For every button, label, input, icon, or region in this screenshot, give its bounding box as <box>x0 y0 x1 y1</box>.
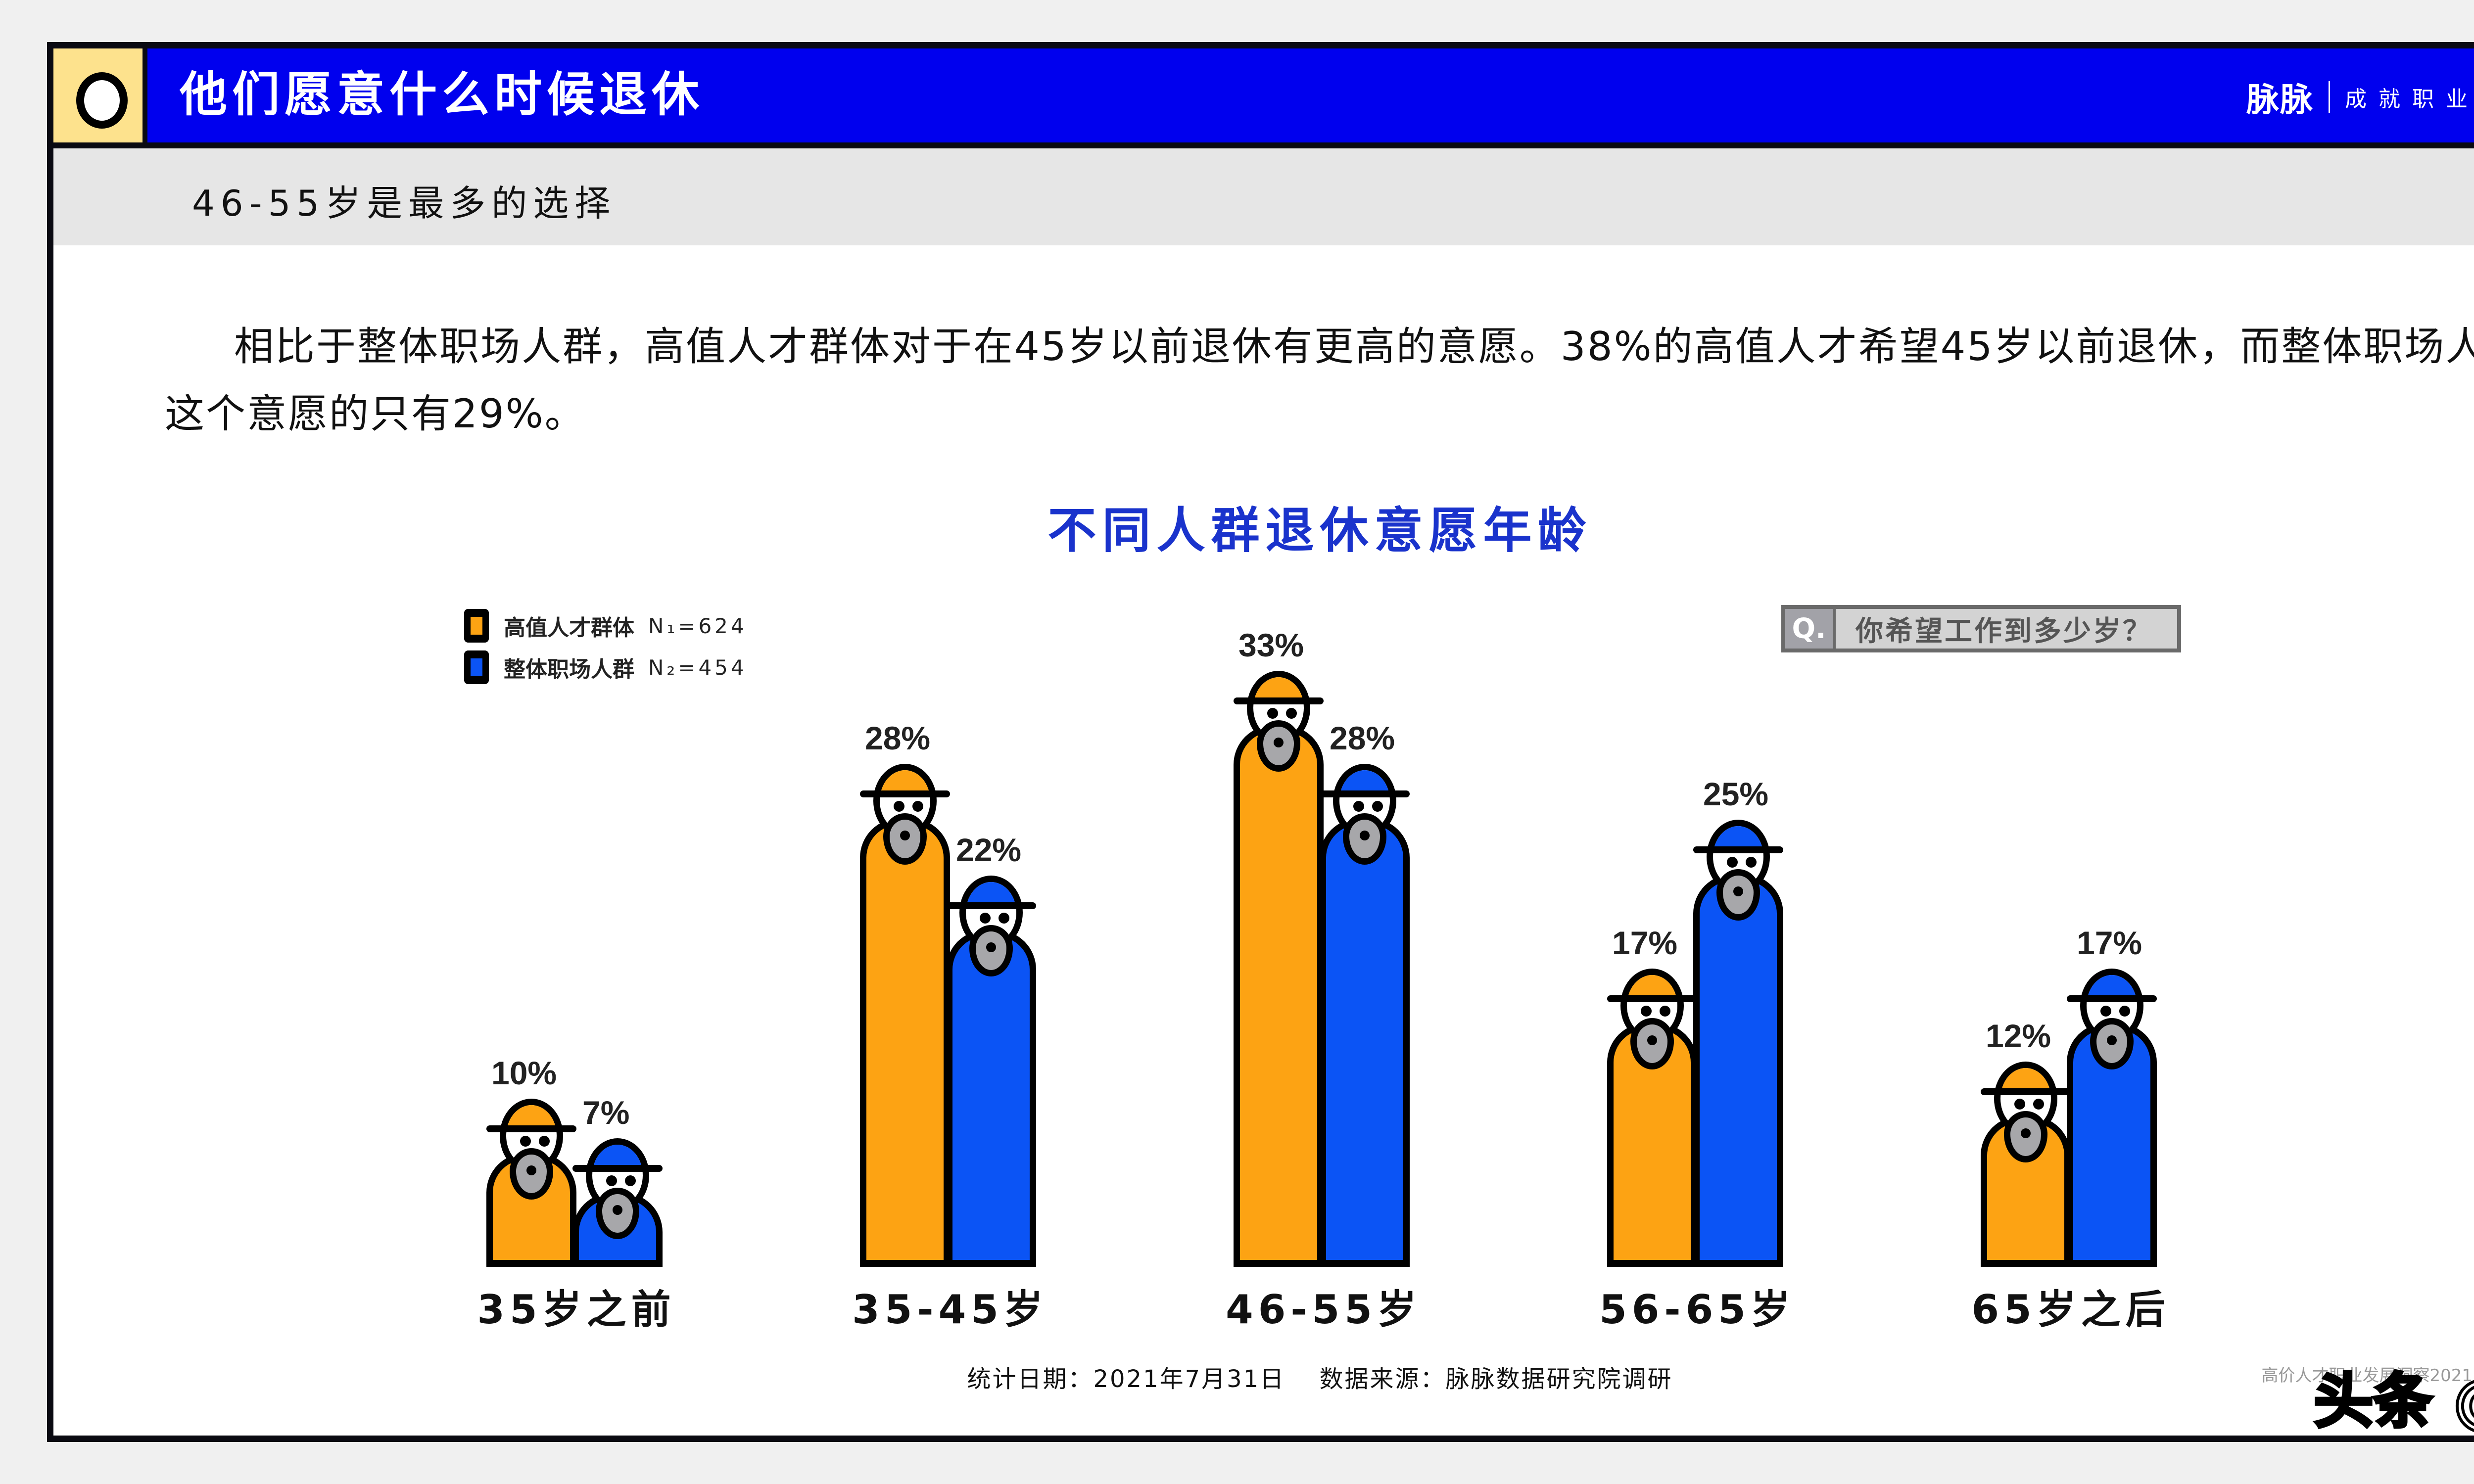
person-head-icon <box>1333 764 1396 838</box>
beard-icon <box>1630 1018 1674 1069</box>
slide-frame: 他们愿意什么时候退休 脉脉 成就职业梦想 46-55岁是最多的选择 相比于整体职… <box>47 42 2474 1442</box>
legend-swatch-blue <box>464 650 489 684</box>
legend-sample-size: N₁=624 <box>648 613 747 638</box>
hat-brim-icon <box>486 1125 576 1132</box>
hat-brim-icon <box>572 1165 663 1172</box>
legend-swatch-orange <box>464 609 489 643</box>
category-label: 56-65岁 <box>1599 1287 1795 1333</box>
value-label: 28% <box>865 720 931 757</box>
hat-brim-icon <box>860 790 950 798</box>
legend-label: 整体职场人群 <box>504 657 634 682</box>
bar-overall <box>946 856 1036 1267</box>
chart-title: 不同人群退休意愿年龄 <box>1047 503 1592 559</box>
bar-overall <box>1693 800 1783 1267</box>
legend-label: 高值人才群体 <box>504 615 634 641</box>
beard-icon <box>969 925 1013 976</box>
bar-high-value <box>486 1079 576 1267</box>
header-bar: 他们愿意什么时候退休 脉脉 成就职业梦想 <box>53 48 2474 148</box>
watermark: 头条 @侠说 <box>2312 1366 2474 1438</box>
hat-brim-icon <box>1234 697 1324 705</box>
beard-icon <box>510 1148 553 1200</box>
hat-brim-icon <box>946 902 1036 909</box>
bar-overall <box>2067 949 2157 1267</box>
value-label: 33% <box>1238 627 1304 664</box>
brand-name: 脉脉 <box>2246 81 2314 119</box>
bar-high-value <box>1981 1042 2071 1267</box>
subtitle-band: 46-55岁是最多的选择 <box>53 148 2474 245</box>
chart-legend: 高值人才群体 N₁=624 整体职场人群 N₂=454 <box>464 605 747 688</box>
category-label: 35-45岁 <box>852 1287 1048 1333</box>
footer-source: 统计日期：2021年7月31日 数据来源：脉脉数据研究院调研 <box>967 1365 1673 1393</box>
value-label: 12% <box>1986 1017 2051 1054</box>
page-title: 他们愿意什么时候退休 <box>180 67 704 122</box>
hat-brim-icon <box>1693 846 1783 853</box>
category-label: 65岁之后 <box>1971 1287 2170 1333</box>
question-tag: Q. <box>1785 609 1836 649</box>
hat-brim-icon <box>2067 995 2157 1002</box>
brand-slogan: 成就职业梦想 <box>2345 87 2474 112</box>
hat-brim-icon <box>1320 790 1410 798</box>
value-label: 7% <box>582 1094 630 1131</box>
summary-paragraph: 相比于整体职场人群，高值人才群体对于在45岁以前退休有更高的意愿。38%的高值人… <box>165 324 2474 437</box>
bar-overall <box>1320 744 1410 1267</box>
question-text: 你希望工作到多少岁？ <box>1856 615 2152 648</box>
brand-divider <box>2329 81 2330 113</box>
category-label: 35岁之前 <box>477 1287 676 1333</box>
value-label: 28% <box>1330 720 1395 757</box>
bar-overall <box>572 1118 663 1267</box>
legend-item-high-value: 高值人才群体 N₁=624 <box>464 605 747 647</box>
bar-high-value <box>1607 949 1697 1267</box>
legend-item-overall: 整体职场人群 N₂=454 <box>464 647 747 688</box>
hat-brim-icon <box>1607 995 1697 1002</box>
section-marker <box>53 48 147 142</box>
report-name: 高价人才职业发展洞察2021 <box>2261 1366 2473 1386</box>
subtitle: 46-55岁是最多的选择 <box>192 183 617 224</box>
value-label: 25% <box>1703 776 1769 812</box>
value-label: 17% <box>1612 924 1678 961</box>
category-label: 46-55岁 <box>1226 1287 1422 1333</box>
hat-brim-icon <box>1981 1088 2071 1095</box>
value-label: 22% <box>956 831 1022 868</box>
legend-sample-size: N₂=454 <box>648 655 747 680</box>
circle-icon <box>76 72 128 129</box>
beard-icon <box>1343 813 1386 865</box>
brand-logo: 脉脉 成就职业梦想 <box>2246 73 2474 121</box>
bar-high-value <box>1234 651 1324 1267</box>
question-box: Q. 你希望工作到多少岁？ <box>1781 605 2181 652</box>
bar-high-value <box>860 744 950 1267</box>
value-label: 17% <box>2077 924 2142 961</box>
value-label: 10% <box>491 1055 557 1091</box>
